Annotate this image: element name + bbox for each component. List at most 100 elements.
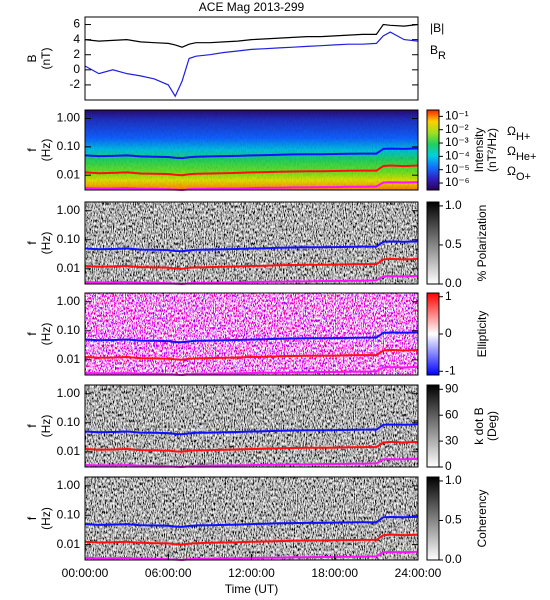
spectrogram bbox=[85, 293, 418, 375]
series-line bbox=[84, 423, 419, 436]
series-line bbox=[84, 274, 419, 286]
y-axis-label: (Hz) bbox=[39, 507, 53, 530]
series-line bbox=[84, 240, 419, 253]
colorbar-tick-label: 60 bbox=[445, 407, 459, 421]
colorbar-tick-label: 0 bbox=[445, 459, 452, 473]
y-tick-label: 6 bbox=[73, 17, 80, 31]
series-line bbox=[84, 365, 419, 377]
colorbar bbox=[426, 476, 440, 561]
spectrogram bbox=[85, 202, 418, 284]
y-axis-label: B bbox=[25, 54, 39, 62]
colorbar-tick-label: 1.0 bbox=[445, 198, 462, 212]
series-line bbox=[84, 31, 419, 98]
colorbar-tick-label: 10⁻⁵ bbox=[445, 162, 470, 176]
series-line bbox=[84, 533, 419, 546]
x-tick-label: 06:00:00 bbox=[145, 566, 192, 580]
y-tick-label: -2 bbox=[69, 77, 80, 91]
y-axis-label: f bbox=[25, 148, 39, 152]
y-tick-label: 1.00 bbox=[57, 203, 81, 217]
y-tick-label: 1.00 bbox=[57, 386, 81, 400]
colorbar-tick-label: 10⁻³ bbox=[445, 135, 469, 149]
y-tick-label: 1.00 bbox=[57, 294, 81, 308]
colorbar-label: k dot B bbox=[472, 407, 486, 444]
colorbar-tick-label: 0.5 bbox=[445, 513, 462, 527]
y-axis-label: f bbox=[25, 332, 39, 336]
x-tick-label: 12:00:00 bbox=[228, 566, 275, 580]
colorbar bbox=[426, 384, 440, 468]
y-tick-label: 0.01 bbox=[57, 167, 81, 181]
colorbar-tick-label: 1.0 bbox=[445, 473, 462, 487]
colorbar-tick-label: 0.5 bbox=[445, 237, 462, 251]
y-tick-label: 0.10 bbox=[57, 323, 81, 337]
colorbar-tick-label: 0.0 bbox=[445, 276, 462, 290]
x-tick-label: 00:00:00 bbox=[62, 566, 109, 580]
y-tick-label: 2 bbox=[73, 47, 80, 61]
colorbar-tick-label: 0.0 bbox=[445, 552, 462, 566]
series-line bbox=[84, 515, 419, 528]
series-line bbox=[84, 164, 419, 177]
plot-frame bbox=[84, 384, 419, 468]
y-axis-label: (Hz) bbox=[39, 415, 53, 438]
legend-label: ΩHe+ bbox=[507, 144, 536, 163]
legend-label: |B| bbox=[430, 21, 444, 35]
colorbar-label: (Deg) bbox=[485, 411, 499, 441]
colorbar-label: (nT²/Hz) bbox=[485, 128, 499, 172]
series-line bbox=[84, 181, 419, 192]
y-tick-label: 1.00 bbox=[57, 478, 81, 492]
y-tick-label: 0.10 bbox=[57, 139, 81, 153]
y-axis-label: f bbox=[25, 424, 39, 428]
y-axis-label: f bbox=[25, 241, 39, 245]
series-line bbox=[84, 550, 419, 562]
series-line bbox=[84, 331, 419, 344]
plot-frame bbox=[84, 292, 419, 376]
y-tick-label: 0.01 bbox=[57, 537, 81, 551]
plot-frame bbox=[84, 109, 419, 191]
y-tick-label: 0 bbox=[73, 62, 80, 76]
y-axis-label: (Hz) bbox=[39, 139, 53, 162]
chart-title: ACE Mag 2013-299 bbox=[199, 0, 305, 14]
y-tick-label: 0.10 bbox=[57, 232, 81, 246]
colorbar-tick-label: 10⁻⁴ bbox=[445, 149, 470, 163]
colorbar-tick-label: 90 bbox=[445, 381, 459, 395]
y-tick-label: 4 bbox=[73, 32, 80, 46]
y-axis-label: f bbox=[25, 516, 39, 520]
plot-frame bbox=[84, 16, 419, 101]
colorbar-tick-label: 0 bbox=[445, 326, 452, 340]
plot-frame bbox=[84, 201, 419, 285]
legend-label: ΩH+ bbox=[507, 124, 530, 143]
y-axis-label: (nT) bbox=[39, 48, 53, 70]
legend-label: ΩO+ bbox=[507, 164, 531, 183]
colorbar-label: % Polarization bbox=[475, 205, 489, 282]
y-tick-label: 0.10 bbox=[57, 415, 81, 429]
series-line bbox=[84, 23, 419, 48]
spectrogram bbox=[85, 477, 418, 560]
y-tick-label: 0.01 bbox=[57, 352, 81, 366]
y-tick-label: 0.01 bbox=[57, 261, 81, 275]
colorbar bbox=[426, 292, 440, 376]
spectrogram-grain bbox=[85, 110, 418, 190]
colorbar-tick-label: -1 bbox=[445, 363, 456, 377]
colorbar bbox=[426, 201, 440, 285]
x-axis-label: Time (UT) bbox=[225, 582, 279, 596]
series-line bbox=[84, 257, 419, 270]
colorbar-tick-label: 10⁻¹ bbox=[445, 109, 469, 123]
series-line bbox=[84, 348, 419, 361]
colorbar bbox=[426, 109, 440, 191]
series-line bbox=[84, 457, 419, 469]
colorbar-tick-label: 10⁻² bbox=[445, 122, 469, 136]
colorbar-tick-label: 10⁻⁶ bbox=[445, 175, 470, 189]
y-axis-label: (Hz) bbox=[39, 232, 53, 255]
series-line bbox=[84, 147, 419, 160]
colorbar-label: Intensity bbox=[472, 128, 486, 173]
colorbar-label: Ellipticity bbox=[475, 311, 489, 358]
x-tick-label: 18:00:00 bbox=[311, 566, 358, 580]
colorbar-tick-label: 1 bbox=[445, 289, 452, 303]
x-tick-label: 24:00:00 bbox=[395, 566, 442, 580]
colorbar-label: Coherency bbox=[475, 489, 489, 547]
y-axis-label: (Hz) bbox=[39, 323, 53, 346]
y-tick-label: 0.10 bbox=[57, 507, 81, 521]
legend-label: BR bbox=[430, 43, 446, 62]
series-line bbox=[84, 440, 419, 453]
y-tick-label: 1.00 bbox=[57, 111, 81, 125]
